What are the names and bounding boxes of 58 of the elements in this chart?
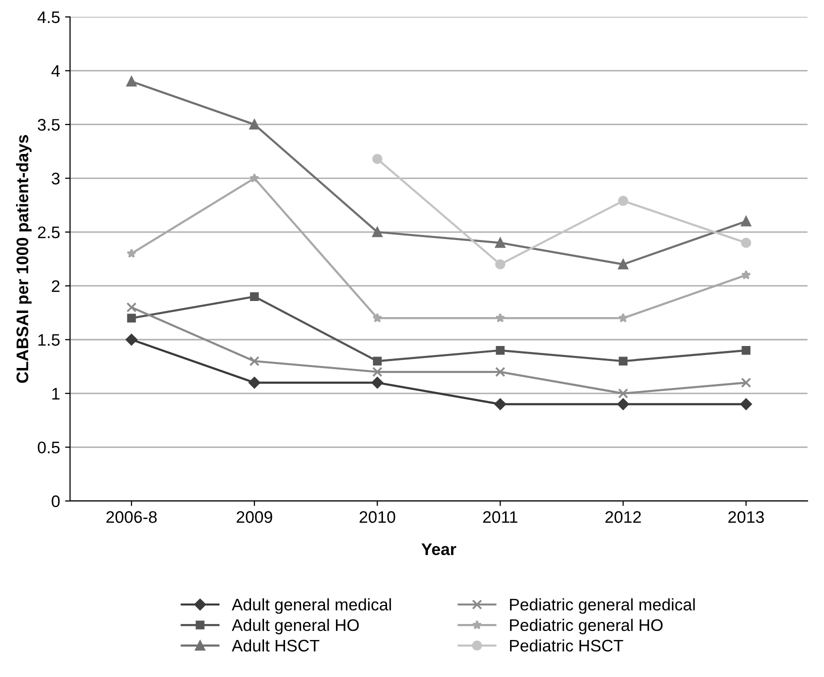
point	[740, 398, 752, 410]
x-tick-label: 2011	[483, 511, 518, 523]
point	[126, 76, 137, 87]
legend-label: Adult general medical	[232, 598, 391, 614]
point	[742, 346, 750, 355]
point	[249, 119, 260, 130]
point	[618, 196, 628, 206]
point	[126, 248, 136, 258]
point	[494, 398, 506, 410]
point	[495, 259, 506, 270]
point	[126, 302, 137, 312]
point	[740, 378, 752, 388]
point	[127, 314, 136, 322]
point	[618, 388, 628, 398]
y-tick-label: 2.5	[38, 226, 60, 238]
y-tick-label: 0	[52, 495, 60, 508]
legend-label: Pediatric HSCT	[510, 639, 624, 652]
point	[248, 376, 260, 388]
point	[741, 270, 751, 280]
point	[250, 292, 259, 301]
point	[126, 334, 138, 346]
point	[618, 313, 628, 322]
x-axis-title: Year	[421, 544, 456, 556]
x-tick-label: 2006-8	[106, 511, 157, 523]
x-tick-label: 2013	[728, 511, 764, 523]
point	[249, 356, 260, 366]
legend-label: Pediatric general HO	[510, 618, 663, 634]
point	[372, 154, 382, 164]
point	[495, 313, 506, 322]
y-tick-label: 2	[52, 280, 60, 292]
x-tick-label: 2009	[236, 511, 272, 523]
legend-label: Pediatric general medical	[510, 598, 695, 614]
y-tick-label: 4.5	[38, 12, 60, 24]
point	[372, 313, 382, 322]
point	[372, 366, 382, 377]
y-axis-title: CLABSAI per 1000 patient-days	[16, 135, 32, 383]
y-tick-label: 0.5	[38, 442, 60, 454]
point	[372, 376, 384, 388]
point	[495, 238, 506, 248]
y-tick-label: 3.5	[38, 118, 60, 131]
legend-label: Adult HSCT	[232, 639, 320, 652]
point	[496, 346, 505, 355]
x-tick-label: 2010	[360, 511, 396, 523]
x-tick-label: 2012	[605, 511, 641, 523]
point	[740, 216, 752, 226]
y-tick-label: 4	[51, 65, 60, 77]
y-tick-label: 1	[52, 388, 60, 400]
point	[618, 356, 628, 366]
point	[740, 238, 752, 248]
point	[617, 398, 629, 410]
point	[372, 226, 382, 238]
point	[250, 173, 260, 183]
y-tick-label: 3	[52, 172, 60, 184]
y-tick-label: 1.5	[38, 334, 60, 346]
point	[618, 259, 628, 270]
point	[372, 356, 382, 366]
legend-label: Adult general HO	[232, 618, 359, 634]
point	[495, 366, 506, 377]
